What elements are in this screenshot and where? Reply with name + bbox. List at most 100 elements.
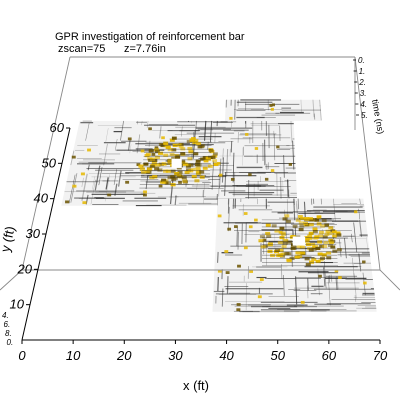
reflection-patch (300, 300, 305, 304)
hotspot-cell (332, 234, 337, 238)
z-tick-label: 1. (359, 67, 366, 76)
hotspot-cell (163, 153, 169, 157)
hotspot-cell (326, 256, 332, 260)
reflection-patch (288, 163, 292, 166)
rebar-streak-v (85, 123, 90, 141)
rebar-streak-v (81, 177, 85, 188)
rebar-streak-v (127, 139, 131, 151)
reflection-patch (148, 127, 152, 131)
hotspot-cell (299, 224, 305, 228)
hotspot-cell (171, 136, 177, 140)
hotspot-cell (300, 251, 306, 255)
reflection-patch (262, 238, 267, 242)
hotspot-cell (309, 222, 314, 227)
x-axis-label: x (ft) (183, 378, 209, 393)
hotspot-cell (283, 238, 289, 242)
reflection-patch (248, 225, 253, 229)
y-tick-label: 40 (34, 191, 49, 206)
hotspot-cell (176, 143, 182, 147)
rebar-streak-v (219, 158, 222, 189)
reflection-patch (82, 201, 87, 205)
rebar-streak-v (358, 253, 362, 272)
rebar-streak-v (221, 288, 224, 307)
rebar-streak-v (181, 126, 183, 137)
hotspot-cell (335, 231, 341, 235)
hotspot-cell (199, 175, 205, 179)
hotspot-cell (141, 170, 147, 174)
rebar-streak-v (221, 157, 224, 183)
hotspot-cell (175, 155, 181, 159)
hotspot-cell (180, 152, 186, 156)
reflection-patch (269, 104, 273, 107)
hotspot-cell (307, 236, 313, 240)
rebar-streak-v (224, 172, 226, 196)
hotspot-cell (212, 159, 218, 163)
hotspot-cell (324, 232, 330, 236)
rebar-streak-v (233, 172, 236, 197)
z-tick-label: 3. (360, 89, 367, 98)
rebar-streak-v (211, 160, 214, 190)
hotspot-cell (308, 248, 314, 252)
z-tick-label: 0. (358, 56, 365, 65)
rebar-streak-v (104, 174, 110, 202)
reflection-patch (127, 137, 132, 141)
rebar-streak-v (358, 208, 361, 220)
hotspot-cell (277, 240, 283, 245)
hotspot-cell (321, 253, 327, 257)
hotspot-cell (196, 142, 202, 146)
rebar-streak-v (103, 143, 108, 166)
hotspot-cell (180, 159, 186, 163)
rebar-streak-v (283, 274, 285, 296)
rebar-streak-v (333, 198, 336, 222)
rebar-streak-v (217, 167, 221, 197)
hotspot-cell (265, 223, 271, 227)
hotspot-cell (191, 175, 197, 179)
rebar-streak-v (335, 277, 338, 291)
hotspot-cell (184, 170, 190, 175)
reflection-patch (230, 177, 235, 181)
hotspot-cell (180, 147, 186, 151)
rebar-streak-v (68, 174, 76, 204)
reflection-patch (227, 227, 232, 231)
reflection-patch (318, 274, 322, 278)
hotspot-cell (203, 159, 209, 163)
hotspot-cell (167, 161, 173, 165)
hotspot-cell (326, 251, 332, 255)
reflection-patch (136, 163, 141, 167)
hotspot-cell (195, 166, 201, 170)
rebar-streak-v (232, 152, 235, 183)
hotspot-cell (213, 152, 218, 156)
reflection-patch (217, 214, 222, 218)
z-depth-label: z=7.76in (124, 43, 166, 55)
reflection-patch (87, 148, 91, 152)
reflection-patch (254, 147, 259, 150)
hotspot-cell (207, 155, 213, 159)
hotspot-cell (193, 152, 199, 156)
rebar-streak-v (146, 120, 149, 129)
left-z-tick-label: 4. (2, 311, 9, 320)
hotspot-cell (297, 254, 303, 258)
reflection-patch (161, 136, 165, 140)
rebar-streak-v (354, 295, 357, 302)
hotspot-cell (298, 215, 303, 219)
rebar-streak-v (290, 120, 293, 143)
hotspot-cell (154, 155, 160, 160)
hotspot-cell (319, 244, 325, 248)
left-z-tick-label: 0. (7, 338, 14, 347)
reflection-patch (259, 278, 264, 281)
reflection-patch (218, 173, 223, 177)
rebar-streak-v (209, 120, 213, 143)
rebar-streak-v (359, 219, 363, 237)
rebar-streak-v (319, 99, 322, 121)
reflection-patch (271, 103, 276, 107)
reflection-patch (225, 271, 230, 274)
reflection-patch (216, 162, 221, 165)
rebar-streak-v (118, 170, 122, 187)
rebar-streak-v (90, 179, 96, 205)
rebar-streak-v (85, 194, 89, 205)
bounding-box-back (21, 56, 381, 271)
hotspot-cell (331, 230, 337, 234)
z-axis-label: time (ns) (370, 99, 386, 135)
rebar-streak-v (159, 126, 162, 139)
